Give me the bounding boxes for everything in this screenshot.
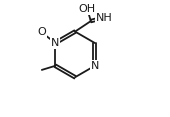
Text: NH: NH xyxy=(96,13,113,23)
Text: N: N xyxy=(51,38,60,48)
Text: N: N xyxy=(91,61,99,71)
Text: OH: OH xyxy=(79,4,96,14)
Text: O: O xyxy=(37,27,46,37)
